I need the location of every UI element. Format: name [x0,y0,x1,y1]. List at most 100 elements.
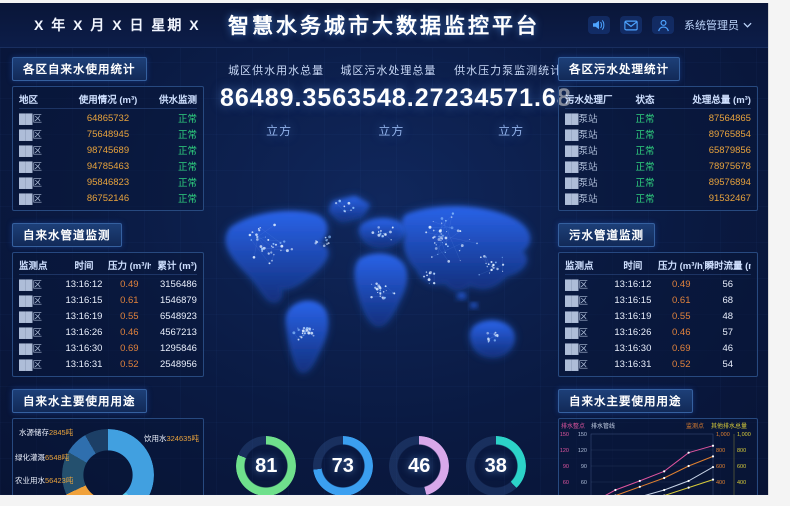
table-cell: 4567213 [159,326,197,338]
table-cell: 3156486 [159,278,197,290]
table-header-cell: 监测点 [565,261,594,272]
center-column: 城区供水用水总量 86489.35立方 城区污水处理总量 63548.27立方 … [214,54,571,495]
kpi-value: 234571.68立方 [444,84,572,138]
table-row: ██泵站 正常 91532467 [565,190,751,206]
right-column: 各区污水处理统计 污水处理厂 状态 处理总量 (m³) ██泵站 正常 87564865 █… [558,54,758,495]
svg-text:600: 600 [737,464,746,470]
table-row: ██区 13:16:26 0.46 57 [565,324,751,340]
table-row: ██区 94785463 正常 [19,158,197,174]
table-cell: ██区 [19,178,42,189]
table-cell: 2548956 [159,358,197,370]
table-row: ██区 95846823 正常 [19,174,197,190]
table-cell: 46 [722,342,734,354]
table-cell: ██区 [19,194,42,205]
table-cell: ██区 [19,360,42,371]
admin-menu[interactable]: 系统管理员 [684,17,752,33]
table-cell: 0.61 [671,294,691,306]
table-cell: 0.46 [120,326,139,338]
table-cell: 0.52 [671,358,691,370]
table-cell: 13:16:19 [65,310,103,322]
gauge-value: 81 [255,454,278,477]
table-cell: ██区 [19,280,42,291]
table-header-cell: 时间 [623,261,643,272]
table-cell: ██泵站 [565,162,598,173]
table-header-cell: 使用情况 (m³) [78,95,138,106]
user-icon[interactable] [652,16,674,34]
usage-gauges: 81 生活用水 73 工业用水 46 农业用水 38 绿化灌溉 [214,436,548,495]
donut-label-饮用水: 饮用水324635吨 [143,434,199,443]
gauge-ring [312,436,373,495]
svg-text:400: 400 [716,480,725,486]
panel-title-usage-stats: 各区自来水使用统计 [12,57,147,81]
table-cell: ██泵站 [565,178,598,189]
gauge-ring [465,436,526,495]
table-cell: 57 [722,326,734,338]
kpi-sewage-total: 城区污水处理总量 63548.27立方 [332,62,444,142]
left-column: 各区自来水使用统计 地区 使用情况 (m³) 供水监测 ██区 64865732 正常 ██… [12,54,204,495]
table-cell: 13:16:12 [614,278,652,290]
table-row: ██区 86752146 正常 [19,190,197,206]
mail-icon[interactable] [620,16,642,34]
kpi-label: 城区污水处理总量 [340,65,437,77]
table-cell: ██区 [19,114,42,125]
table-cell: 0.52 [120,358,139,370]
table-row: ██区 98745689 正常 [19,142,197,158]
table-cell: 13:16:12 [65,278,103,290]
table-cell: 6548923 [159,310,197,322]
table-header-cell: 供水监测 [158,95,197,106]
table-cell: 0.69 [120,342,139,354]
table-cell: 0.55 [120,310,139,322]
table-cell: 13:16:19 [614,310,652,322]
kpi-unit: 立方 [378,124,405,138]
table-cell: 68 [722,294,734,306]
header: X 年 X 月 X 日 星期 X 智慧水务城市大数据监控平台 系统管理员 [0,3,768,48]
header-actions: 系统管理员 [588,16,752,34]
gauge-绿化灌溉: 38 绿化灌溉 [465,436,526,495]
table-cell: 正常 [177,114,197,125]
table-cell: ██区 [565,328,588,339]
table-row: ██区 13:16:12 0.49 3156486 [19,276,197,292]
table-row: ██泵站 正常 89576894 [565,174,751,190]
table-cell: 0.49 [671,278,691,290]
table-cell: ██泵站 [565,146,598,157]
svg-text:150: 150 [578,432,587,438]
table-cell: ██泵站 [565,130,598,141]
table-cell: 13:16:15 [65,294,103,306]
svg-text:90: 90 [581,464,587,470]
table-header-cell: 时间 [74,261,94,272]
usage-stats-table: 地区 使用情况 (m³) 供水监测 ██区 64865732 正常 ██区 75648945 正… [12,86,204,211]
usage-trend-line-chart: 排水整点 排水管线 监测点 其他排水总量 150 150 1,000 1,000 120 120 8… [560,422,751,495]
table-cell: ██泵站 [565,194,598,205]
header-date: X 年 X 月 X 日 星期 X [34,17,201,33]
donut-label-水源储存: 水源储存2845吨 [19,428,74,437]
table-row: ██区 13:16:30 0.69 1295846 [19,340,197,356]
speaker-icon[interactable] [588,16,610,34]
panel-title-sewage-stats: 各区污水处理统计 [558,57,680,81]
svg-text:600: 600 [716,464,725,470]
kpi-value: 63548.27立方 [332,84,445,138]
svg-text:监测点: 监测点 [686,422,704,430]
table-cell: ██区 [565,360,588,371]
table-header-row: 污水处理厂 状态 处理总量 (m³) [565,90,751,109]
table-cell: 13:16:15 [614,294,652,306]
gauge-value: 46 [408,454,431,477]
gauge-工业用水: 73 工业用水 [312,436,373,495]
table-cell: 0.69 [671,342,691,354]
table-cell: 65879856 [708,144,751,156]
usage-trend-panel: 排水整点 排水管线 监测点 其他排水总量 150 150 1,000 1,000 120 120 8… [558,418,758,495]
kpi-unit: 立方 [266,124,293,138]
gauge-农业用水: 46 农业用水 [389,436,450,495]
table-cell: 正常 [635,162,655,173]
svg-text:800: 800 [737,448,746,454]
kpi-label: 城区供水用水总量 [228,65,325,77]
svg-text:120: 120 [560,448,569,454]
table-cell: 正常 [635,194,655,205]
svg-text:120: 120 [578,448,587,454]
table-row: ██区 13:16:12 0.49 56 [565,276,751,292]
svg-text:排水整点: 排水整点 [561,422,585,430]
table-cell: 98745689 [86,144,130,156]
table-cell: ██区 [565,312,588,323]
svg-text:1,000: 1,000 [737,432,751,438]
table-row: ██区 13:16:15 0.61 68 [565,292,751,308]
